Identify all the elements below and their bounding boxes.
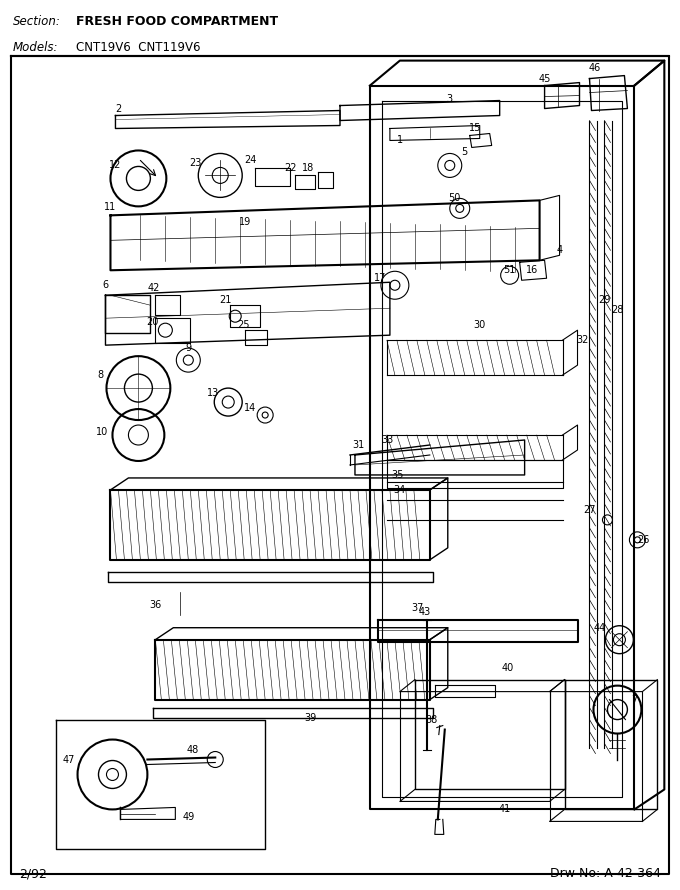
Text: 25: 25: [237, 320, 250, 330]
Text: 33: 33: [381, 435, 394, 445]
Text: 49: 49: [182, 813, 194, 822]
Text: 45: 45: [539, 74, 551, 84]
Text: 12: 12: [109, 160, 122, 171]
Text: Models:: Models:: [13, 41, 58, 53]
Text: 41: 41: [498, 805, 511, 814]
Text: 37: 37: [411, 603, 424, 612]
Text: 17: 17: [374, 273, 386, 283]
Text: 20: 20: [146, 317, 158, 328]
Text: 27: 27: [583, 505, 596, 515]
Text: 22: 22: [284, 164, 296, 174]
Text: 36: 36: [149, 600, 162, 610]
Text: CNT19V6  CNT119V6: CNT19V6 CNT119V6: [75, 41, 200, 53]
Text: 3: 3: [447, 93, 453, 103]
Text: FRESH FOOD COMPARTMENT: FRESH FOOD COMPARTMENT: [75, 14, 277, 28]
Text: Section:: Section:: [13, 14, 61, 28]
Text: 51: 51: [503, 265, 516, 275]
Text: 23: 23: [189, 158, 201, 168]
Text: 13: 13: [207, 388, 220, 398]
Text: 5: 5: [462, 148, 468, 158]
Text: 19: 19: [239, 217, 252, 227]
Text: 42: 42: [147, 283, 160, 293]
Text: 21: 21: [219, 295, 231, 305]
Text: 38: 38: [426, 715, 438, 724]
Text: 32: 32: [577, 336, 589, 345]
Text: 28: 28: [611, 305, 624, 315]
Text: 7: 7: [631, 694, 638, 705]
Text: 44: 44: [594, 623, 606, 633]
Text: 50: 50: [449, 193, 461, 204]
Text: 43: 43: [419, 607, 431, 617]
Text: 2/92: 2/92: [18, 868, 46, 880]
Text: 15: 15: [469, 124, 481, 134]
Text: 16: 16: [526, 265, 538, 275]
Text: 1: 1: [397, 135, 403, 145]
Text: 30: 30: [473, 320, 486, 330]
Text: 48: 48: [186, 745, 199, 755]
Text: 8: 8: [97, 370, 103, 380]
Text: 40: 40: [502, 663, 514, 673]
Text: 14: 14: [244, 403, 256, 413]
Text: 34: 34: [394, 485, 406, 495]
Text: 39: 39: [304, 713, 316, 723]
Text: 2: 2: [116, 103, 122, 114]
Text: 6: 6: [103, 280, 109, 290]
Text: 31: 31: [352, 440, 364, 450]
Text: 35: 35: [392, 470, 404, 480]
Text: 18: 18: [302, 164, 314, 174]
Text: 10: 10: [97, 427, 109, 437]
Text: 46: 46: [588, 62, 600, 73]
Text: 24: 24: [244, 156, 256, 166]
Text: 47: 47: [63, 755, 75, 765]
Text: 29: 29: [598, 295, 611, 305]
Text: 4: 4: [556, 246, 562, 255]
Text: 9: 9: [185, 344, 191, 353]
Text: 26: 26: [637, 535, 649, 545]
Text: Drw No: A-42-364: Drw No: A-42-364: [551, 868, 662, 880]
Text: 11: 11: [104, 202, 116, 213]
